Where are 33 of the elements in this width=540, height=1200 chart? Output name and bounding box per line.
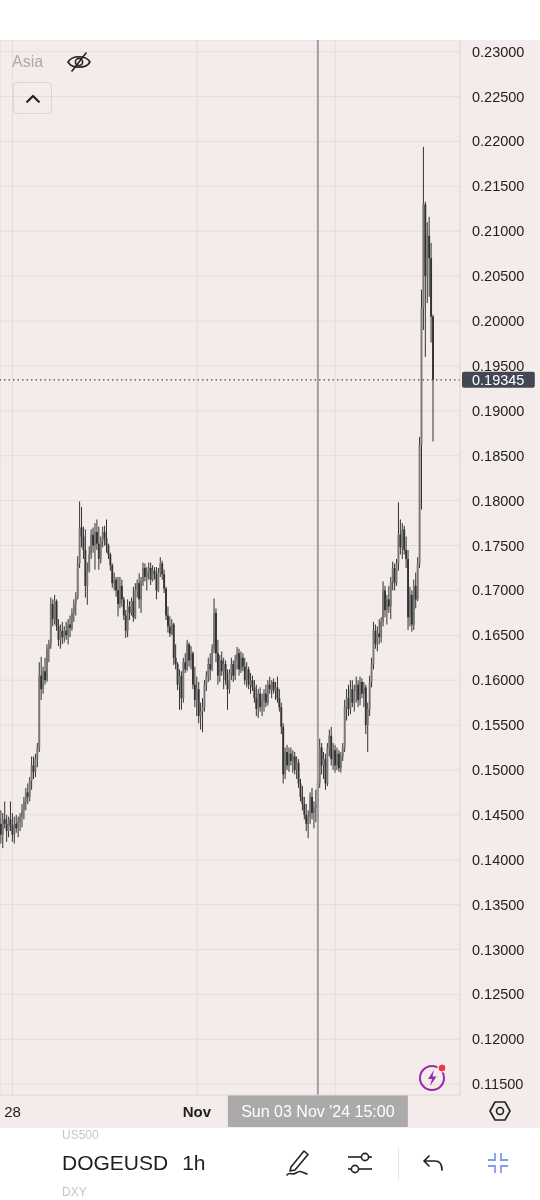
y-tick-label: 0.18500 bbox=[472, 447, 525, 464]
y-tick-label: 0.17000 bbox=[472, 582, 525, 599]
text: 1h bbox=[182, 1151, 206, 1175]
y-tick-label: 0.15500 bbox=[472, 717, 525, 734]
y-tick-label: 0.19000 bbox=[472, 402, 525, 419]
y-tick-label: 0.13000 bbox=[472, 941, 525, 958]
x-tick-label: Nov bbox=[182, 1102, 212, 1120]
text: DOGEUSD bbox=[62, 1151, 169, 1175]
y-tick-label: 0.12500 bbox=[472, 986, 525, 1003]
y-tick-label: 0.12000 bbox=[472, 1031, 525, 1048]
text: US500 bbox=[62, 1128, 99, 1142]
y-tick-label: 0.21500 bbox=[472, 178, 525, 195]
y-tick-label: 0.20500 bbox=[472, 268, 525, 285]
ref-line-label: Sun 03 Nov '24 15:00 bbox=[241, 1102, 395, 1120]
y-tick-label: 0.18000 bbox=[472, 492, 525, 509]
y-tick-label: 0.11500 bbox=[472, 1076, 524, 1093]
x-tick-label: 28 bbox=[4, 1102, 21, 1120]
ref-line-label: 0.19345 bbox=[472, 371, 525, 388]
y-tick-label: 0.14000 bbox=[472, 851, 525, 868]
y-tick-label: 0.16500 bbox=[472, 627, 525, 644]
y-tick-label: 0.22500 bbox=[472, 88, 525, 105]
annotation: Asia bbox=[12, 52, 44, 72]
y-tick-label: 0.14500 bbox=[472, 806, 525, 823]
y-tick-label: 0.15000 bbox=[472, 761, 525, 778]
y-tick-label: 0.16000 bbox=[472, 672, 525, 689]
y-tick-label: 0.17500 bbox=[472, 537, 525, 554]
y-tick-label: 0.22000 bbox=[472, 133, 525, 150]
y-tick-label: 0.13500 bbox=[472, 896, 525, 913]
y-tick-label: 0.19500 bbox=[472, 357, 525, 374]
y-tick-label: 0.21000 bbox=[472, 223, 525, 240]
text: DXY bbox=[62, 1185, 87, 1199]
y-tick-label: 0.20000 bbox=[472, 313, 525, 330]
y-tick-label: 0.23000 bbox=[472, 43, 525, 60]
